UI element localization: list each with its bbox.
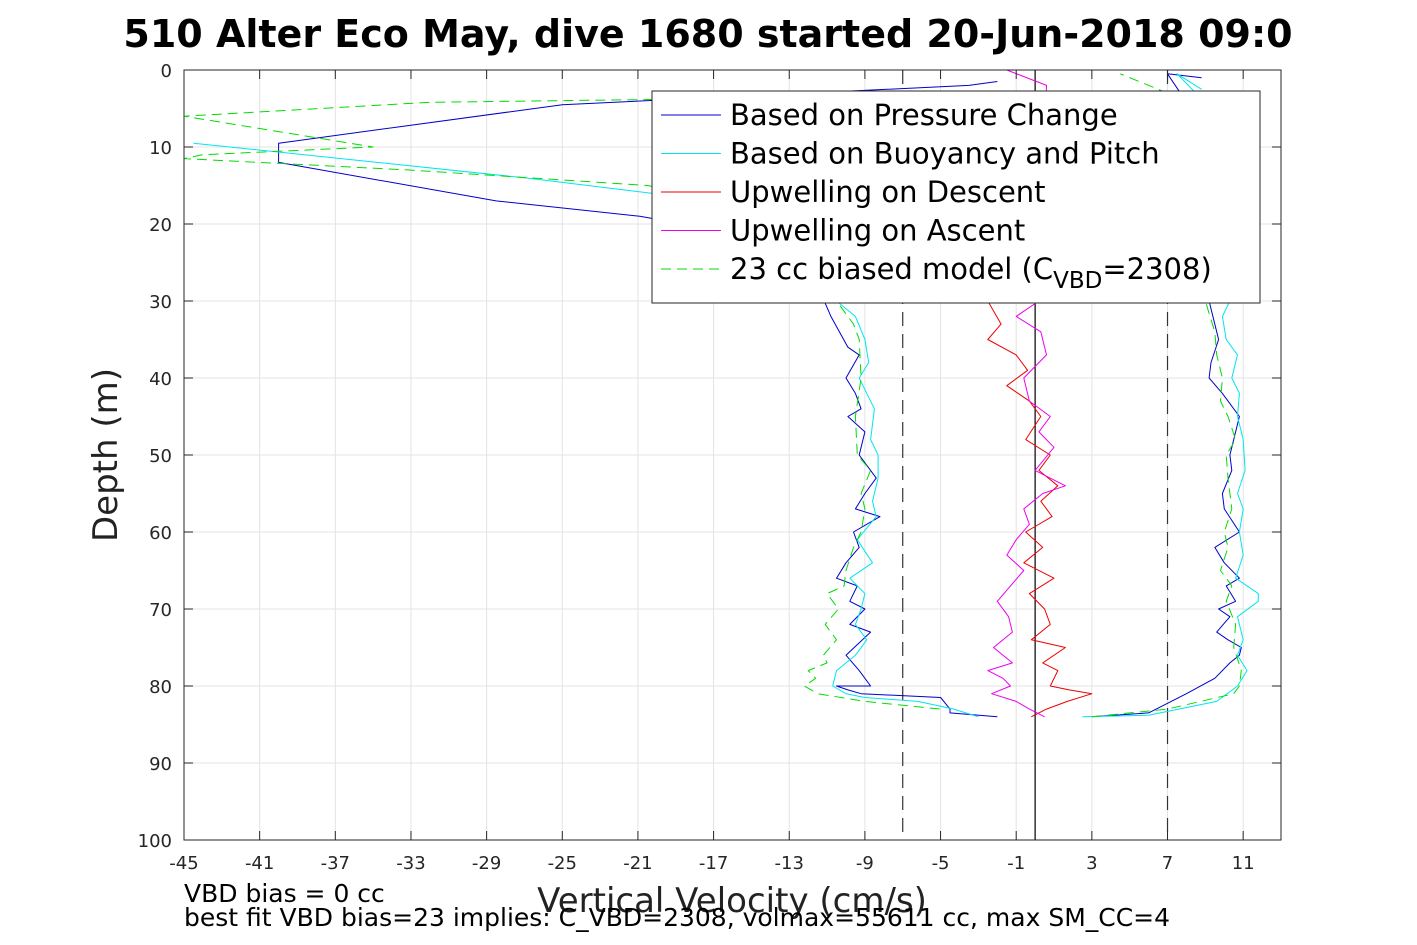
y-tick-label-7: 70 <box>149 600 172 621</box>
x-tick-label-6: -21 <box>623 853 652 874</box>
x-tick-label-11: -1 <box>1007 853 1025 874</box>
y-tick-label-9: 90 <box>149 754 172 775</box>
y-tick-label-8: 80 <box>149 677 172 698</box>
x-tick-label-5: -25 <box>548 853 577 874</box>
axes: -45 -41 -37 -33 -29 -25 -21 -17 -13 -9 -5 -1 3 7 11010… <box>138 61 1282 874</box>
y-tick-label-3: 30 <box>149 292 172 313</box>
x-tick-label-12: 3 <box>1086 853 1097 874</box>
y-tick-label-6: 60 <box>149 523 172 544</box>
footer-best-fit: best fit VBD bias=23 implies: C_VBD=2308… <box>184 903 1171 932</box>
series-line-buoyancy_desc <box>193 142 979 718</box>
x-tick-label-1: -41 <box>245 853 274 874</box>
y-tick-label-2: 20 <box>149 215 172 236</box>
series-line-upwelling_desc <box>987 300 1093 718</box>
series-line-pressure_asc <box>1091 73 1242 718</box>
legend: Based on Pressure Change Based on Buoyanc… <box>651 90 1261 304</box>
series-line-upwelling_asc <box>987 70 1066 718</box>
series-line-model_desc <box>184 96 941 710</box>
legend-box <box>651 90 1261 304</box>
legend-label-3: Upwelling on Ascent <box>730 214 1025 248</box>
y-tick-label-5: 50 <box>149 446 172 467</box>
x-tick-label-3: -33 <box>396 853 425 874</box>
legend-label-4: 23 cc biased model (CVBD=2308) <box>730 252 1212 294</box>
x-tick-label-8: -13 <box>775 853 804 874</box>
x-tick-label-4: -29 <box>472 853 501 874</box>
y-tick-label-0: 0 <box>161 61 172 82</box>
series-line-model_asc <box>1091 73 1242 718</box>
x-tick-label-2: -37 <box>321 853 350 874</box>
y-tick-label-1: 10 <box>149 138 172 159</box>
x-tick-label-0: -45 <box>169 853 198 874</box>
x-tick-label-7: -17 <box>699 853 728 874</box>
chart-title: 510 Alter Eco May, dive 1680 started 20-… <box>123 12 1292 56</box>
x-tick-label-14: 11 <box>1232 853 1255 874</box>
legend-label-0: Based on Pressure Change <box>730 98 1118 132</box>
y-tick-label-4: 40 <box>149 369 172 390</box>
footer-vbd-bias: VBD bias = 0 cc <box>184 879 385 908</box>
legend-label-1: Based on Buoyancy and Pitch <box>730 137 1160 171</box>
y-axis-label: Depth (m) <box>86 368 126 542</box>
legend-label-2: Upwelling on Descent <box>730 175 1046 209</box>
y-tick-label-10: 100 <box>138 831 172 852</box>
x-tick-label-13: 7 <box>1162 853 1173 874</box>
x-axis-label: Vertical Velocity (cm/s) <box>537 881 927 921</box>
x-tick-label-10: -5 <box>932 853 950 874</box>
x-tick-label-9: -9 <box>856 853 874 874</box>
